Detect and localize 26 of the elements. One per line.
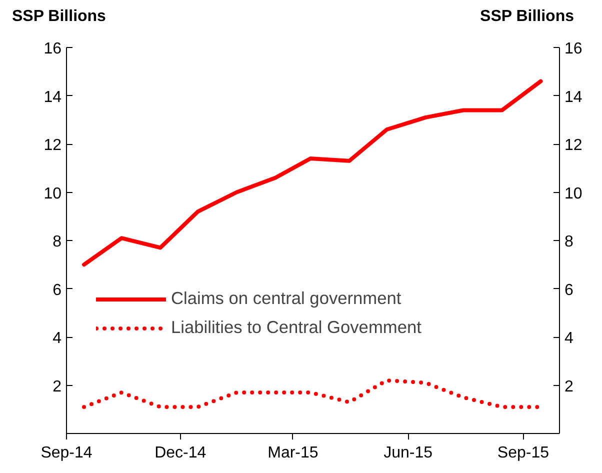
y-tick-label: 6	[52, 282, 62, 299]
x-tick-label: Sep-14	[40, 444, 92, 462]
y2-tick-label: 16	[564, 40, 582, 58]
x-tick-label: Dec-14	[154, 444, 206, 462]
y2-tick-label: 8	[564, 234, 574, 250]
y2-axis-title: SSP Billions	[480, 7, 574, 27]
y-tick-label: 16	[44, 40, 62, 58]
legend-label: Liabilities to Central Govemment	[171, 317, 422, 338]
y2-tick-label: 12	[564, 137, 582, 154]
legend-label: Claims on central government	[171, 288, 402, 309]
y-tick-label: 4	[52, 330, 62, 347]
x-tick-label: Jun-15	[384, 444, 433, 462]
line-series	[82, 79, 543, 267]
y-tick-label: 10	[44, 185, 62, 202]
y2-tick-label: 10	[564, 185, 582, 202]
y2-tick-label: 2	[564, 378, 574, 396]
y2-tick-label: 6	[564, 282, 574, 299]
y-tick-label: 2	[52, 378, 62, 396]
y-axis-title: SSP Billions	[12, 7, 106, 27]
y-tick-label: 12	[44, 137, 62, 154]
x-tick-label: Sep-15	[497, 444, 550, 462]
y2-tick-label: 14	[564, 88, 582, 106]
y-tick-label: 8	[52, 234, 62, 250]
y-tick-label: 14	[44, 88, 62, 106]
x-tick-label: Mar-15	[268, 444, 318, 462]
y2-tick-label: 4	[564, 330, 574, 347]
